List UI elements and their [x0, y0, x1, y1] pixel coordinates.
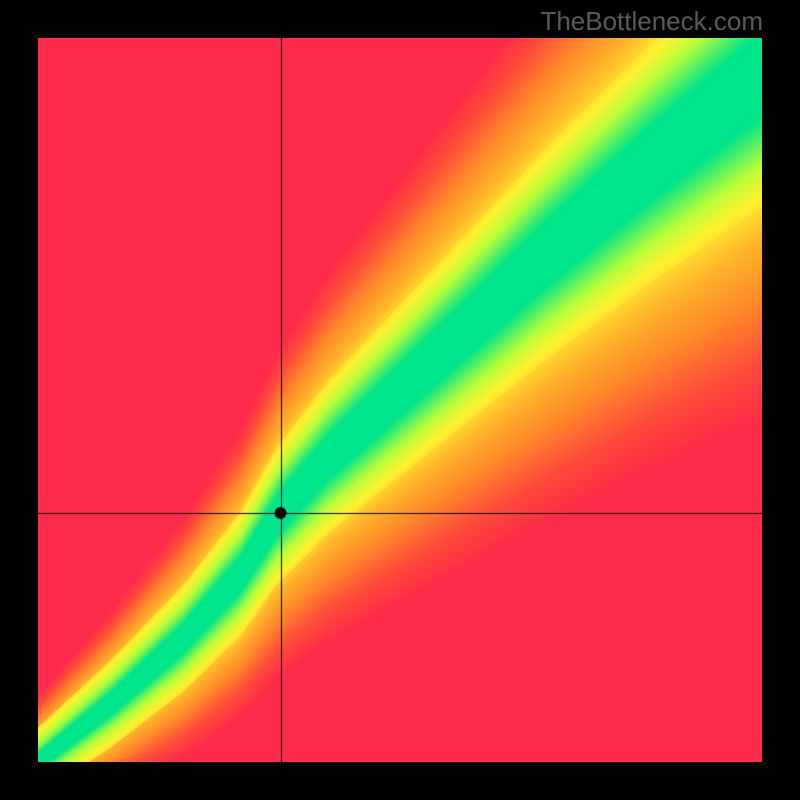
watermark-text: TheBottleneck.com [540, 6, 763, 37]
bottleneck-heatmap [38, 38, 762, 762]
